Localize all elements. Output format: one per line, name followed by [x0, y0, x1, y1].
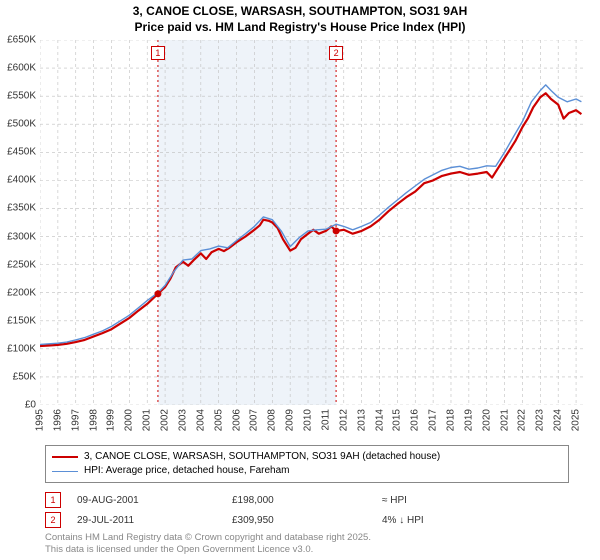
x-tick-label: 1995: [35, 409, 46, 431]
y-tick-label: £500K: [7, 119, 36, 130]
x-tick-label: 2010: [303, 409, 314, 431]
x-tick-label: 1998: [88, 409, 99, 431]
x-tick-label: 2019: [463, 409, 474, 431]
y-tick-label: £450K: [7, 147, 36, 158]
sale-events-table: 1 09-AUG-2001£198,000≈ HPI 2 29-JUL-2011£30…: [45, 490, 502, 530]
chart-title: 3, CANOE CLOSE, WARSASH, SOUTHAMPTON, SO…: [0, 0, 600, 35]
y-tick-label: £400K: [7, 175, 36, 186]
sale-row: 2 29-JUL-2011£309,9504% ↓ HPI: [45, 510, 502, 530]
x-tick-label: 2004: [195, 409, 206, 431]
x-tick-label: 2017: [428, 409, 439, 431]
x-tick-label: 2020: [481, 409, 492, 431]
legend-swatch: [52, 471, 78, 472]
footer-line-2: This data is licensed under the Open Gov…: [45, 544, 371, 556]
footer-line-1: Contains HM Land Registry data © Crown c…: [45, 532, 371, 544]
x-tick-label: 2003: [177, 409, 188, 431]
y-tick-label: £100K: [7, 343, 36, 354]
x-tick-label: 2008: [267, 409, 278, 431]
x-tick-label: 2006: [231, 409, 242, 431]
legend-item: 3, CANOE CLOSE, WARSASH, SOUTHAMPTON, SO…: [52, 450, 562, 464]
title-line-1: 3, CANOE CLOSE, WARSASH, SOUTHAMPTON, SO…: [0, 4, 600, 20]
x-tick-label: 2007: [249, 409, 260, 431]
y-tick-label: £200K: [7, 287, 36, 298]
x-tick-label: 2025: [571, 409, 582, 431]
plot-svg: [40, 40, 585, 405]
x-tick-label: 2009: [285, 409, 296, 431]
y-tick-label: £350K: [7, 203, 36, 214]
sale-row: 1 09-AUG-2001£198,000≈ HPI: [45, 490, 502, 510]
x-tick-label: 2001: [142, 409, 153, 431]
sale-marker-label: 2: [329, 46, 343, 60]
x-tick-label: 2023: [535, 409, 546, 431]
x-tick-label: 2002: [160, 409, 171, 431]
y-tick-label: £550K: [7, 91, 36, 102]
x-tick-label: 2021: [499, 409, 510, 431]
x-tick-label: 2024: [553, 409, 564, 431]
x-tick-label: 1996: [52, 409, 63, 431]
y-tick-label: £600K: [7, 63, 36, 74]
chart-container: 3, CANOE CLOSE, WARSASH, SOUTHAMPTON, SO…: [0, 0, 600, 560]
x-tick-label: 2014: [374, 409, 385, 431]
legend-swatch: [52, 456, 78, 458]
x-tick-label: 2018: [445, 409, 456, 431]
x-tick-label: 2000: [124, 409, 135, 431]
y-tick-label: £300K: [7, 231, 36, 242]
x-tick-label: 1999: [106, 409, 117, 431]
legend-label: HPI: Average price, detached house, Fare…: [84, 464, 290, 478]
legend-item: HPI: Average price, detached house, Fare…: [52, 464, 562, 478]
sale-delta: ≈ HPI: [382, 495, 502, 506]
sale-marker-badge: 1: [45, 492, 61, 508]
x-tick-label: 1997: [70, 409, 81, 431]
x-tick-label: 2012: [338, 409, 349, 431]
sale-delta: 4% ↓ HPI: [382, 515, 502, 526]
sale-marker-badge: 2: [45, 512, 61, 528]
plot-area: £0£50K£100K£150K£200K£250K£300K£350K£400…: [40, 40, 585, 405]
y-tick-label: £650K: [7, 35, 36, 46]
x-tick-label: 2022: [517, 409, 528, 431]
sale-marker-label: 1: [151, 46, 165, 60]
attribution-footer: Contains HM Land Registry data © Crown c…: [45, 532, 371, 556]
x-tick-label: 2015: [392, 409, 403, 431]
sale-price: £198,000: [232, 495, 382, 506]
legend-label: 3, CANOE CLOSE, WARSASH, SOUTHAMPTON, SO…: [84, 450, 440, 464]
y-tick-label: £250K: [7, 259, 36, 270]
sale-date: 29-JUL-2011: [77, 515, 232, 526]
x-tick-label: 2016: [410, 409, 421, 431]
legend: 3, CANOE CLOSE, WARSASH, SOUTHAMPTON, SO…: [45, 445, 569, 483]
x-tick-label: 2011: [320, 409, 331, 431]
x-tick-label: 2005: [213, 409, 224, 431]
sale-date: 09-AUG-2001: [77, 495, 232, 506]
y-tick-label: £150K: [7, 315, 36, 326]
sale-price: £309,950: [232, 515, 382, 526]
x-tick-label: 2013: [356, 409, 367, 431]
title-line-2: Price paid vs. HM Land Registry's House …: [0, 20, 600, 36]
y-tick-label: £50K: [13, 371, 36, 382]
